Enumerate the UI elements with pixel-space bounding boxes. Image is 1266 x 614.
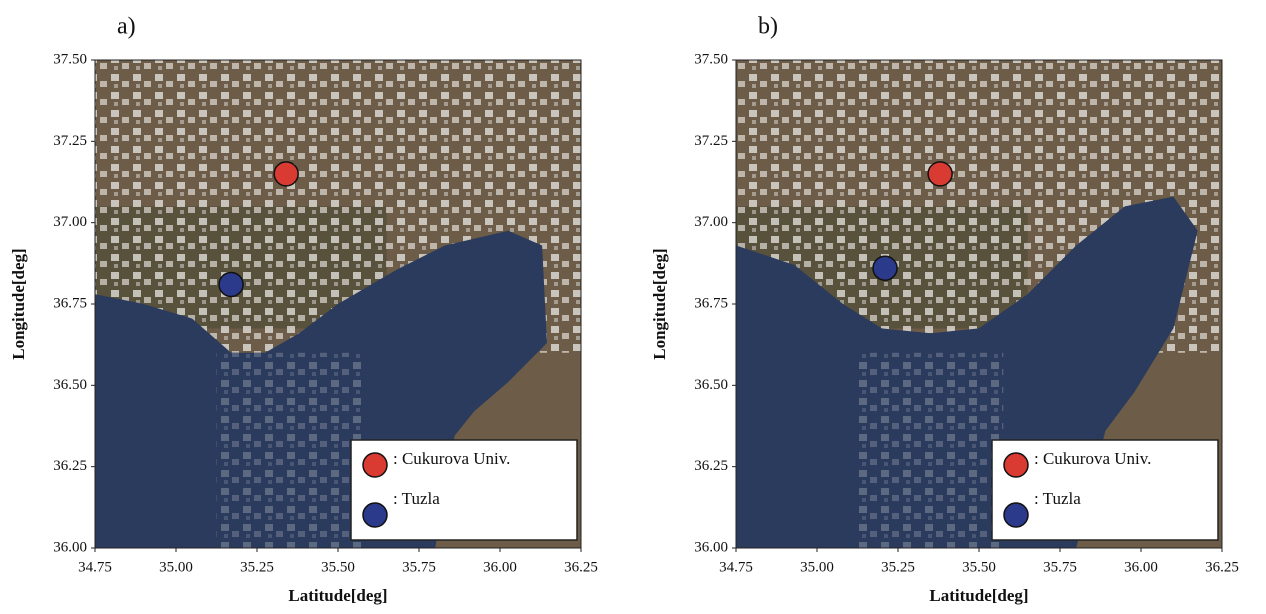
y-tick-label: 36.50 bbox=[694, 377, 728, 393]
site-marker bbox=[219, 272, 243, 296]
y-tick-label: 36.00 bbox=[694, 539, 728, 555]
figure: a) 36.00 36.25 36.50 36.75 37.00 37.25 37.50 34.… bbox=[0, 0, 1266, 614]
x-tick-label: 36.00 bbox=[483, 559, 517, 575]
y-tick-label: 36.75 bbox=[694, 295, 728, 311]
x-axis-label: Latitude[deg] bbox=[288, 586, 387, 605]
site-marker bbox=[274, 162, 298, 186]
y-axis-label: Longitude[deg] bbox=[9, 248, 28, 359]
legend-label: : Tuzla bbox=[393, 489, 440, 508]
x-tick-label: 36.25 bbox=[1205, 559, 1239, 575]
sea-clouds bbox=[858, 353, 1004, 548]
x-tick-label: 35.50 bbox=[321, 559, 355, 575]
y-axis-label: Longitude[deg] bbox=[650, 248, 669, 359]
x-tick-label: 35.00 bbox=[159, 559, 193, 575]
x-tick-label: 36.00 bbox=[1124, 559, 1158, 575]
map-panel: b) 36.00 36.25 36.50 36.75 37.00 37.25 37.50 34.… bbox=[650, 14, 1239, 605]
x-tick-label: 34.75 bbox=[719, 559, 753, 575]
x-tick-label: 35.75 bbox=[402, 559, 436, 575]
site-marker bbox=[873, 256, 897, 280]
x-tick-label: 34.75 bbox=[78, 559, 112, 575]
legend-label: : Cukurova Univ. bbox=[393, 449, 510, 468]
x-tick-label: 35.25 bbox=[240, 559, 274, 575]
x-tick-label: 36.25 bbox=[564, 559, 598, 575]
legend-marker bbox=[1004, 503, 1028, 527]
y-tick-label: 36.00 bbox=[53, 539, 87, 555]
y-tick-label: 36.50 bbox=[53, 377, 87, 393]
y-tick-label: 37.00 bbox=[53, 214, 87, 230]
site-marker bbox=[928, 162, 952, 186]
x-axis-label: Latitude[deg] bbox=[929, 586, 1028, 605]
x-tick-label: 35.00 bbox=[800, 559, 834, 575]
y-tick-label: 37.50 bbox=[694, 51, 728, 67]
sea-clouds bbox=[217, 353, 363, 548]
y-tick-label: 37.25 bbox=[53, 133, 87, 149]
panel-label: b) bbox=[758, 14, 778, 40]
x-tick-label: 35.75 bbox=[1043, 559, 1077, 575]
legend-label: : Tuzla bbox=[1034, 489, 1081, 508]
map-panel: a) 36.00 36.25 36.50 36.75 37.00 37.25 37.50 34.… bbox=[9, 14, 598, 605]
y-tick-label: 37.00 bbox=[694, 214, 728, 230]
y-tick-label: 36.75 bbox=[53, 295, 87, 311]
legend-marker bbox=[363, 453, 387, 477]
legend-marker bbox=[1004, 453, 1028, 477]
legend-marker bbox=[363, 503, 387, 527]
y-tick-label: 36.25 bbox=[694, 458, 728, 474]
y-tick-label: 37.50 bbox=[53, 51, 87, 67]
y-tick-label: 37.25 bbox=[694, 133, 728, 149]
x-tick-label: 35.25 bbox=[881, 559, 915, 575]
y-tick-label: 36.25 bbox=[53, 458, 87, 474]
legend-label: : Cukurova Univ. bbox=[1034, 449, 1151, 468]
panel-label: a) bbox=[117, 14, 136, 40]
x-tick-label: 35.50 bbox=[962, 559, 996, 575]
